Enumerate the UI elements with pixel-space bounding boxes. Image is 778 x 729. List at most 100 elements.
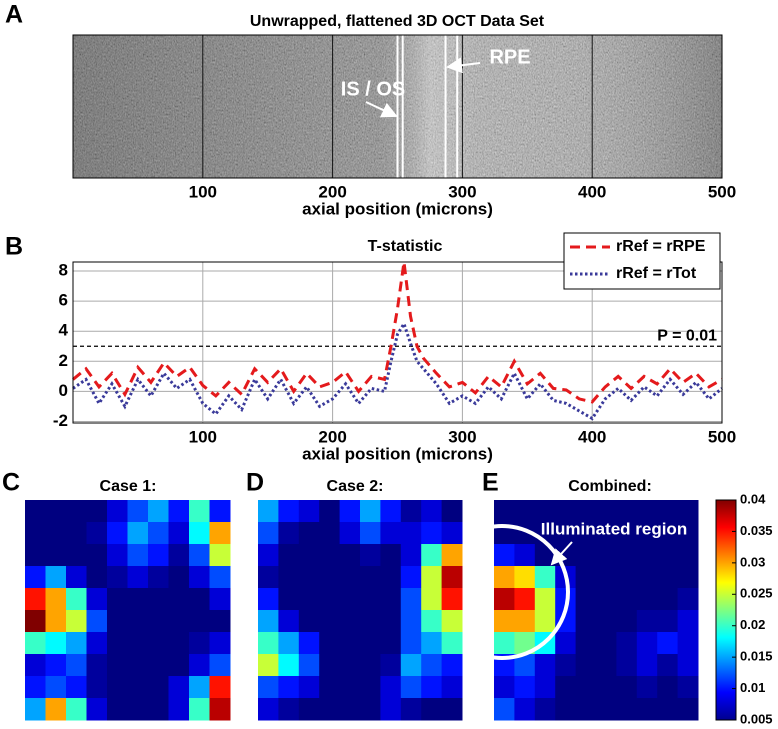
heatmap-cell — [86, 500, 108, 523]
heatmap-cell — [677, 632, 699, 655]
heatmap-cell — [400, 544, 422, 567]
heatmap-cell — [86, 698, 108, 721]
heatmap-cell — [339, 522, 361, 545]
heatmap-cell — [209, 566, 231, 589]
heatmap-cell — [86, 566, 108, 589]
heatmap-cell — [66, 544, 87, 567]
legend-box — [563, 232, 721, 290]
heatmap-cell — [575, 544, 597, 567]
heatmap-cell — [400, 566, 422, 589]
y-tick-label: 2 — [59, 351, 68, 370]
annotation-arrow — [550, 541, 573, 566]
heatmap-cell — [45, 566, 67, 589]
heatmap-cell — [596, 610, 617, 633]
heatmap-cell — [360, 566, 381, 589]
heatmap-cell — [636, 588, 658, 611]
heatmap-cell — [298, 654, 320, 677]
x-tick-label: 200 — [318, 427, 346, 446]
heatmap-cell — [339, 500, 361, 523]
heatmap-cell — [677, 654, 699, 677]
heatmap-cell — [319, 500, 341, 523]
heatmap-cell — [66, 522, 87, 545]
heatmap-cell — [25, 632, 46, 655]
heatmap-cell — [148, 676, 169, 699]
heatmap-cell — [86, 522, 108, 545]
heatmap-cell — [636, 632, 658, 655]
heatmap-cell — [107, 500, 128, 523]
heatmap-cell — [360, 632, 381, 655]
heatmap-cell — [127, 610, 149, 633]
heatmap-cell — [421, 588, 443, 611]
x-axis-label: axial position (microns) — [302, 199, 493, 218]
heatmap-cell — [107, 566, 128, 589]
heatmap-cell — [258, 522, 279, 545]
heatmap-cell — [616, 566, 638, 589]
panel-label: D — [246, 469, 264, 497]
heatmap-cell — [421, 566, 443, 589]
heatmap-cell — [168, 566, 190, 589]
heatmap-cell — [209, 588, 231, 611]
heatmap-cell — [339, 566, 361, 589]
legend-label: rRef = rTot — [616, 265, 697, 282]
threshold-label: P = 0.01 — [657, 327, 717, 344]
heatmap-cell — [258, 588, 279, 611]
panel-label: E — [482, 469, 499, 497]
heatmap-cell — [189, 654, 210, 677]
heatmap-cell — [421, 676, 443, 699]
heatmap-cell — [127, 522, 149, 545]
heatmap-cell — [534, 500, 556, 523]
heatmap-cell — [66, 610, 87, 633]
heatmap-cell — [127, 676, 149, 699]
heatmap-cell — [25, 500, 46, 523]
y-tick-label: 0 — [59, 381, 68, 400]
heatmap-cell — [168, 632, 190, 655]
annotation-group — [494, 524, 570, 660]
heatmap-cell — [514, 588, 536, 611]
heatmap-cell — [514, 500, 536, 523]
legend-label: rRef = rRPE — [616, 238, 706, 255]
heatmap-cell — [514, 698, 536, 721]
heatmap-cell — [107, 676, 128, 699]
heatmap-cell — [66, 632, 87, 655]
heatmap-cell — [494, 676, 515, 699]
heatmap-cell — [209, 654, 231, 677]
heatmap-cell — [66, 698, 87, 721]
heatmap-cell — [148, 632, 169, 655]
heatmap-cell — [441, 654, 463, 677]
heatmap-cell — [298, 610, 320, 633]
heatmap-cell — [596, 676, 617, 699]
heatmap-cell — [189, 544, 210, 567]
heatmap-cell — [616, 544, 638, 567]
heatmap-cell — [278, 544, 300, 567]
heatmap-cell — [107, 610, 128, 633]
heatmap-cell — [441, 544, 463, 567]
heatmap-cell — [380, 610, 402, 633]
heatmap-cell — [45, 610, 67, 633]
heatmap-cell — [258, 544, 279, 567]
heatmap-cell — [209, 676, 231, 699]
heatmap-cell — [86, 544, 108, 567]
heatmap-cell — [441, 566, 463, 589]
heatmap-cell — [258, 610, 279, 633]
heatmap-cell — [575, 610, 597, 633]
heatmap-cell — [575, 500, 597, 523]
heatmap-cell — [107, 632, 128, 655]
heatmap-cell — [534, 566, 556, 589]
heatmap-cell — [636, 522, 658, 545]
colorbar-tick-label: 0.01 — [740, 680, 765, 695]
heatmap-cell — [127, 500, 149, 523]
heatmap-cell — [209, 610, 231, 633]
heatmap-cell — [86, 676, 108, 699]
heatmap-cell — [534, 676, 556, 699]
heatmap-cell — [148, 698, 169, 721]
heatmap-cell — [494, 500, 515, 523]
heatmap-cell — [189, 500, 210, 523]
heatmap-cell — [66, 654, 87, 677]
heatmap-cell — [657, 632, 679, 655]
heatmap-cell — [189, 610, 210, 633]
annotation: IS / OS — [341, 78, 405, 100]
chart-title: Combined: — [568, 478, 652, 495]
heatmap-cell — [494, 610, 515, 633]
heatmap-cell — [258, 654, 279, 677]
